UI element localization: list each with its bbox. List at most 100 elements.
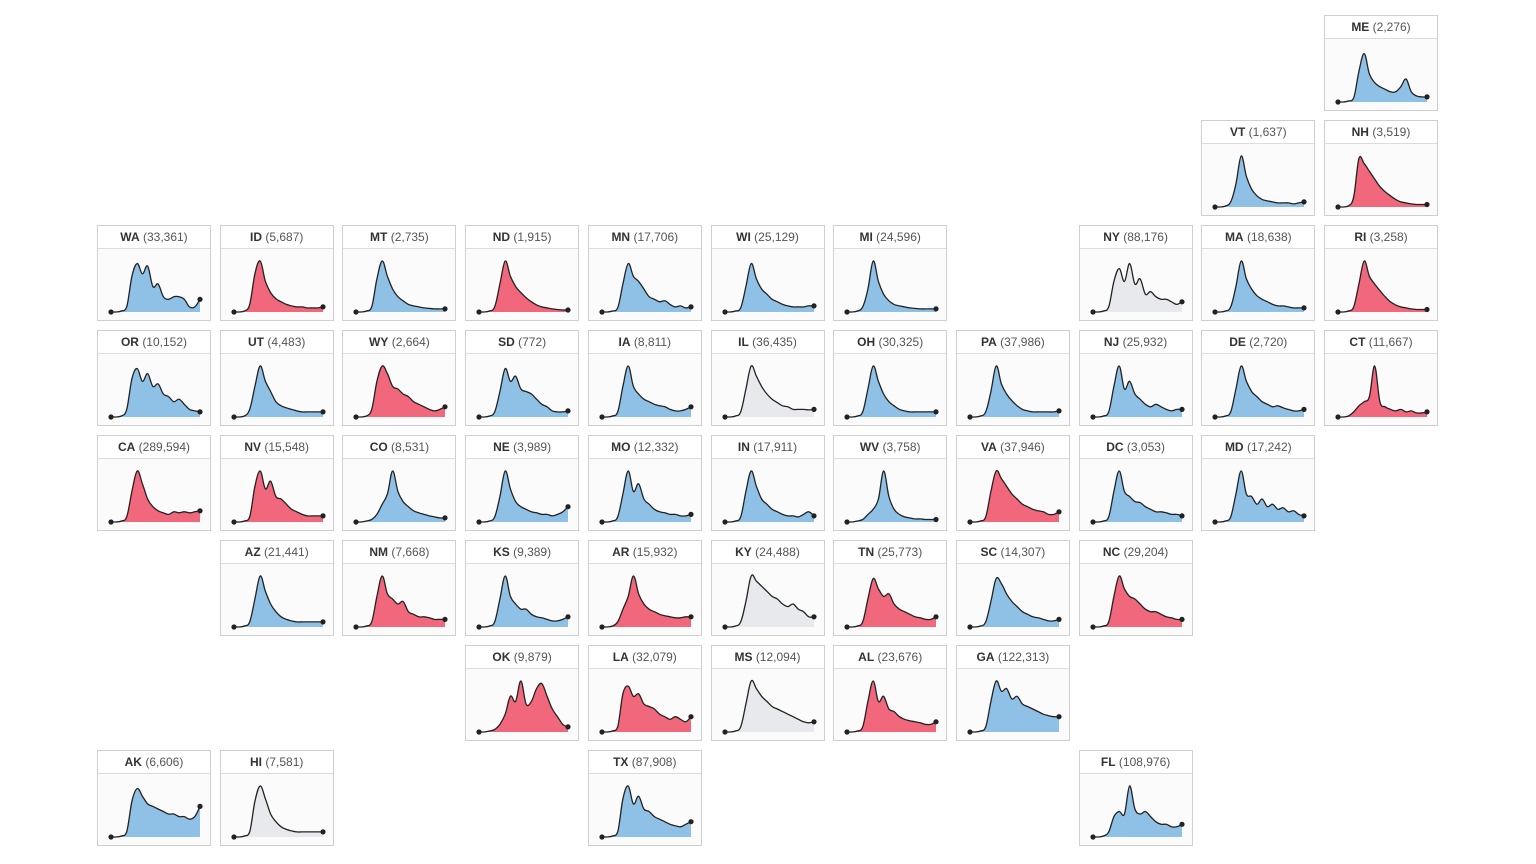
state-tile-mi[interactable]: MI (24,596) bbox=[833, 225, 948, 321]
state-tile-al[interactable]: AL (23,676) bbox=[833, 645, 948, 741]
state-tile-tx[interactable]: TX (87,908) bbox=[587, 750, 702, 846]
state-tile-nv[interactable]: NV (15,548) bbox=[219, 435, 334, 531]
state-sparkline bbox=[1089, 470, 1185, 525]
state-tile-ca[interactable]: CA (289,594) bbox=[97, 435, 211, 531]
state-tile-ms[interactable]: MS (12,094) bbox=[710, 645, 825, 741]
state-sparkline bbox=[844, 365, 939, 420]
state-tile-ny[interactable]: NY (88,176) bbox=[1078, 225, 1193, 321]
state-sparkline bbox=[476, 575, 571, 630]
state-tile-fl[interactable]: FL (108,976) bbox=[1078, 750, 1193, 846]
sparkline-start-dot bbox=[476, 414, 482, 420]
state-tile-pa[interactable]: PA (37,986) bbox=[955, 330, 1070, 426]
state-count-label: (2,735) bbox=[390, 230, 429, 244]
state-sparkline bbox=[599, 470, 694, 525]
sparkline-start-dot bbox=[231, 309, 237, 315]
state-tile-header: OH (30,325) bbox=[834, 331, 947, 354]
state-tile-sc[interactable]: SC (14,307) bbox=[955, 540, 1070, 636]
sparkline-start-dot bbox=[476, 729, 482, 735]
state-tile-ri[interactable]: RI (3,258) bbox=[1324, 225, 1438, 321]
sparkline-end-dot bbox=[197, 508, 203, 514]
state-tile-mo[interactable]: MO (12,332) bbox=[587, 435, 702, 531]
state-tile-hi[interactable]: HI (7,581) bbox=[219, 750, 334, 846]
sparkline-line bbox=[1338, 365, 1428, 418]
state-tile-nh[interactable]: NH (3,519) bbox=[1324, 120, 1438, 216]
state-tile-ut[interactable]: UT (4,483) bbox=[219, 330, 334, 426]
state-abbr-label: MT bbox=[370, 230, 388, 244]
sparkline-start-dot bbox=[353, 624, 359, 630]
state-tile-ct[interactable]: CT (11,667) bbox=[1324, 330, 1438, 426]
state-tile-nj[interactable]: NJ (25,932) bbox=[1078, 330, 1193, 426]
state-tile-az[interactable]: AZ (21,441) bbox=[219, 540, 334, 636]
state-abbr-label: AR bbox=[612, 545, 630, 559]
state-sparkline bbox=[1212, 470, 1307, 525]
sparkline-start-dot bbox=[108, 414, 114, 420]
state-tile-wy[interactable]: WY (2,664) bbox=[342, 330, 457, 426]
sparkline-end-dot bbox=[1178, 513, 1185, 519]
state-tile-ne[interactable]: NE (3,989) bbox=[465, 435, 580, 531]
state-tile-ks[interactable]: KS (9,389) bbox=[465, 540, 580, 636]
sparkline-end-dot bbox=[1056, 408, 1062, 414]
state-tile-wv[interactable]: WV (3,758) bbox=[833, 435, 948, 531]
state-tile-mt[interactable]: MT (2,735) bbox=[342, 225, 457, 321]
sparkline-area bbox=[601, 366, 691, 417]
state-tile-de[interactable]: DE (2,720) bbox=[1201, 330, 1316, 426]
state-tile-il[interactable]: IL (36,435) bbox=[710, 330, 825, 426]
state-tile-me[interactable]: ME (2,276) bbox=[1324, 15, 1438, 111]
state-tile-header: CO (8,531) bbox=[343, 436, 456, 459]
state-sparkline bbox=[967, 680, 1062, 735]
state-sparkline bbox=[108, 262, 203, 315]
state-tile-header: LA (32,079) bbox=[588, 646, 701, 669]
sparkline-line bbox=[479, 575, 569, 628]
state-tile-oh[interactable]: OH (30,325) bbox=[833, 330, 948, 426]
sparkline-end-dot bbox=[1301, 406, 1307, 412]
state-count-label: (9,879) bbox=[513, 650, 552, 664]
state-tile-ak[interactable]: AK (6,606) bbox=[97, 750, 211, 846]
sparkline-start-dot bbox=[844, 414, 850, 420]
sparkline-end-dot bbox=[1056, 714, 1062, 720]
sparkline-end-dot bbox=[565, 504, 571, 510]
state-tile-or[interactable]: OR (10,152) bbox=[97, 330, 211, 426]
state-tile-wa[interactable]: WA (33,361) bbox=[97, 225, 211, 321]
state-tile-header: MI (24,596) bbox=[834, 226, 947, 249]
state-tile-ma[interactable]: MA (18,638) bbox=[1201, 225, 1316, 321]
state-tile-in[interactable]: IN (17,911) bbox=[710, 435, 825, 531]
state-tile-wi[interactable]: WI (25,129) bbox=[710, 225, 825, 321]
state-tile-nc[interactable]: NC (29,204) bbox=[1078, 540, 1193, 636]
state-tile-ia[interactable]: IA (8,811) bbox=[587, 330, 702, 426]
state-tile-md[interactable]: MD (17,242) bbox=[1201, 435, 1316, 531]
state-tile-mn[interactable]: MN (17,706) bbox=[587, 225, 702, 321]
state-sparkline bbox=[967, 576, 1062, 630]
state-tile-va[interactable]: VA (37,946) bbox=[955, 435, 1070, 531]
state-count-label: (17,911) bbox=[753, 440, 798, 454]
state-tile-vt[interactable]: VT (1,637) bbox=[1201, 120, 1316, 216]
state-tile-sd[interactable]: SD (772) bbox=[465, 330, 580, 426]
state-tile-ok[interactable]: OK (9,879) bbox=[465, 645, 580, 741]
sparkline-end-dot bbox=[565, 408, 571, 414]
sparkline-line bbox=[356, 365, 446, 418]
state-abbr-label: SC bbox=[980, 545, 998, 559]
state-count-label: (3,758) bbox=[882, 440, 921, 454]
state-tile-ky[interactable]: KY (24,488) bbox=[710, 540, 825, 636]
state-tile-nd[interactable]: ND (1,915) bbox=[465, 225, 580, 321]
state-tile-id[interactable]: ID (5,687) bbox=[219, 225, 334, 321]
state-tile-dc[interactable]: DC (3,053) bbox=[1078, 435, 1193, 531]
sparkline-area bbox=[233, 575, 323, 627]
sparkline-end-dot bbox=[1178, 406, 1185, 412]
sparkline-end-dot bbox=[810, 303, 817, 309]
state-tile-tn[interactable]: TN (25,773) bbox=[833, 540, 948, 636]
sparkline-start-dot bbox=[721, 309, 728, 315]
state-tile-nm[interactable]: NM (7,668) bbox=[342, 540, 457, 636]
sparkline-start-dot bbox=[721, 519, 728, 525]
state-tile-co[interactable]: CO (8,531) bbox=[342, 435, 457, 531]
sparkline-start-dot bbox=[1335, 204, 1341, 210]
sparkline-end-dot bbox=[442, 616, 448, 622]
state-abbr-label: WI bbox=[736, 230, 751, 244]
sparkline-start-dot bbox=[353, 519, 359, 525]
state-tile-ar[interactable]: AR (15,932) bbox=[587, 540, 702, 636]
state-count-label: (88,176) bbox=[1123, 230, 1168, 244]
state-tile-la[interactable]: LA (32,079) bbox=[587, 645, 702, 741]
state-tile-ga[interactable]: GA (122,313) bbox=[955, 645, 1070, 741]
sparkline-line bbox=[1338, 155, 1427, 208]
sparkline-line bbox=[233, 575, 323, 628]
state-count-label: (14,307) bbox=[1000, 545, 1046, 559]
